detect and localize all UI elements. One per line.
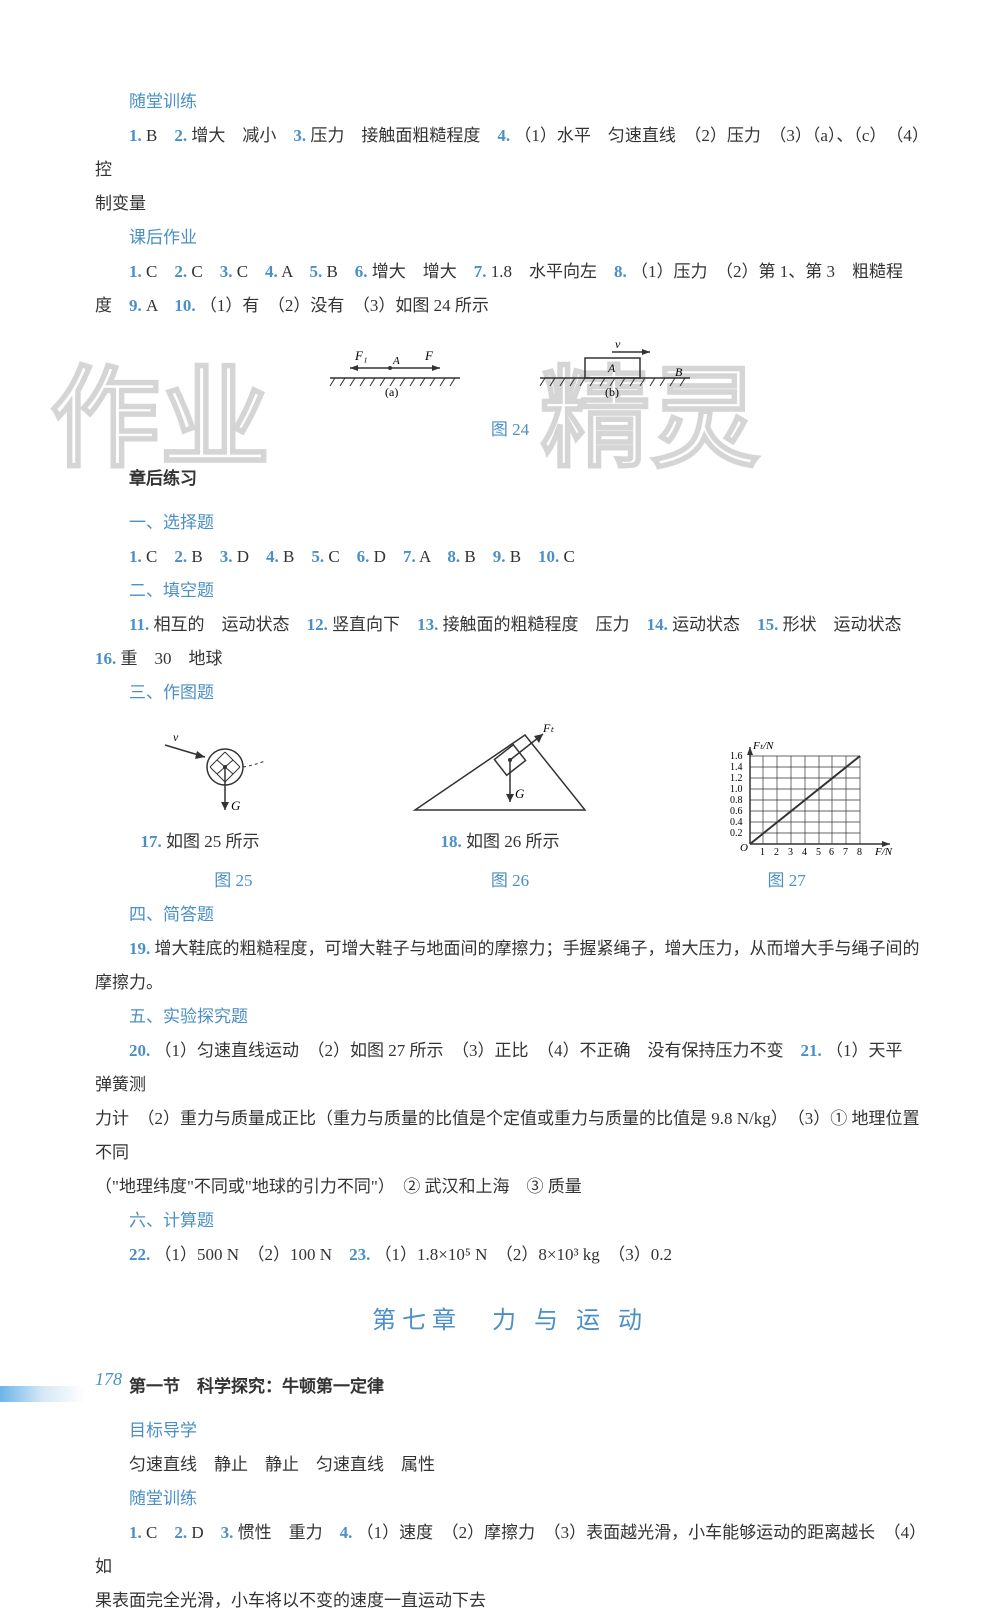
s10-line: 匀速直线 静止 静止 匀速直线 属性: [95, 1448, 925, 1482]
svg-text:Fₜ: Fₜ: [542, 721, 554, 735]
svg-text:3: 3: [788, 847, 793, 858]
svg-text:O: O: [740, 842, 748, 854]
s6-18-text: 如图 26 所示: [466, 832, 560, 851]
svg-text:0.2: 0.2: [730, 828, 743, 839]
header-tiankong: 二、填空题: [95, 574, 925, 608]
svg-text:0.6: 0.6: [730, 806, 743, 817]
header-shiyan: 五、实验探究题: [95, 1000, 925, 1034]
fig24-label: 图 24: [95, 413, 925, 447]
page-content: 随堂训练 1. B 2. 增大 减小 3. 压力 接触面粗糙程度 4. （1）水…: [95, 85, 925, 1618]
s2-line2: 度 9. A 10. （1）有 （2）没有 （3）如图 24 所示: [95, 289, 925, 323]
figure-24b: A v B (b): [530, 338, 700, 398]
svg-text:1: 1: [760, 847, 765, 858]
header-jisuan: 六、计算题: [95, 1204, 925, 1238]
figures-25-26-27: v G 17. 如图 25 所示 Fₜ: [95, 720, 925, 859]
figure-27: Fₜ/N F/N O 0.2 0.4 0.6 0.8 1.0 1.2 1.4 1…: [715, 739, 905, 859]
svg-text:6: 6: [829, 847, 834, 858]
figure-24-row: F₁ A F (a) A v B (b): [95, 338, 925, 398]
header-xuanze: 一、选择题: [95, 506, 925, 540]
svg-text:G: G: [515, 786, 525, 801]
svg-text:1.4: 1.4: [730, 762, 743, 773]
fig27-label: 图 27: [768, 864, 806, 898]
svg-text:G: G: [231, 798, 241, 813]
svg-text:A: A: [607, 361, 616, 375]
s2-line1: 1. C 2. C 3. C 4. A 5. B 6. 增大 增大 7. 1.8…: [95, 255, 925, 289]
fig-captions-row: 图 25 图 26 图 27: [95, 864, 925, 898]
fig26-label: 图 26: [491, 864, 529, 898]
header-mubiao: 目标导学: [95, 1414, 925, 1448]
svg-text:F₁: F₁: [354, 348, 367, 363]
svg-text:5: 5: [816, 847, 821, 858]
s8-line1: 20. （1）匀速直线运动 （2）如图 27 所示 （3）正比 （4）不正确 没…: [95, 1034, 925, 1102]
s11-line1: 1. C 2. D 3. 惯性 重力 4. （1）速度 （2）摩擦力 （3）表面…: [95, 1516, 925, 1584]
header-zhanghou: 章后练习: [95, 462, 925, 496]
figure-26: Fₜ G: [395, 720, 605, 820]
header-zuotu: 三、作图题: [95, 676, 925, 710]
svg-text:4: 4: [802, 847, 807, 858]
svg-text:(a): (a): [385, 385, 398, 398]
svg-text:F: F: [424, 348, 434, 363]
s9-line: 22. （1）500 N （2）100 N 23. （1）1.8×10⁵ N （…: [95, 1238, 925, 1272]
svg-text:1.2: 1.2: [730, 773, 743, 784]
svg-text:0.4: 0.4: [730, 817, 743, 828]
svg-text:7: 7: [843, 847, 848, 858]
s8-line2: 力计 （2）重力与质量成正比（重力与质量的比值是个定值或重力与质量的比值是 9.…: [95, 1102, 925, 1170]
header-jianda: 四、简答题: [95, 898, 925, 932]
s5-line1: 11. 相互的 运动状态 12. 竖直向下 13. 接触面的粗糙程度 压力 14…: [95, 608, 925, 642]
svg-text:Fₜ/N: Fₜ/N: [752, 740, 774, 752]
header-suitang1: 随堂训练: [95, 85, 925, 119]
svg-text:B: B: [675, 365, 683, 379]
s5-line2: 16. 重 30 地球: [95, 642, 925, 676]
s1-line1: 1. B 2. 增大 减小 3. 压力 接触面粗糙程度 4. （1）水平 匀速直…: [95, 119, 925, 187]
s8-line3: （"地理纬度"不同或"地球的引力不同"） ② 武汉和上海 ③ 质量: [95, 1170, 925, 1204]
page-gradient: [0, 1386, 85, 1402]
svg-text:v: v: [615, 338, 621, 351]
svg-text:v: v: [173, 730, 179, 744]
figure-24a: F₁ A F (a): [320, 338, 470, 398]
figure-25: v G: [115, 725, 285, 820]
svg-text:(b): (b): [605, 385, 619, 398]
s11-line2: 果表面完全光滑，小车将以不变的速度一直运动下去: [95, 1584, 925, 1618]
s1-line2: 制变量: [95, 187, 925, 221]
s7-line: 19. 增大鞋底的粗糙程度，可增大鞋子与地面间的摩擦力；手握紧绳子，增大压力，从…: [95, 932, 925, 1000]
svg-text:8: 8: [857, 847, 862, 858]
header-kehou: 课后作业: [95, 221, 925, 255]
fig25-label: 图 25: [214, 864, 252, 898]
header-suitang2: 随堂训练: [95, 1482, 925, 1516]
svg-text:2: 2: [774, 847, 779, 858]
svg-text:F/N: F/N: [874, 846, 893, 858]
s4-line: 1. C 2. B 3. D 4. B 5. C 6. D 7. A 8. B …: [95, 540, 925, 574]
s6-17-text: 如图 25 所示: [166, 832, 260, 851]
svg-text:1.6: 1.6: [730, 751, 743, 762]
svg-text:0.8: 0.8: [730, 795, 743, 806]
svg-text:A: A: [392, 355, 400, 367]
sub-section-title: 第一节 科学探究：牛顿第一定律: [95, 1370, 925, 1404]
chapter-title: 第七章 力 与 运 动: [95, 1297, 925, 1345]
svg-text:1.0: 1.0: [730, 784, 743, 795]
